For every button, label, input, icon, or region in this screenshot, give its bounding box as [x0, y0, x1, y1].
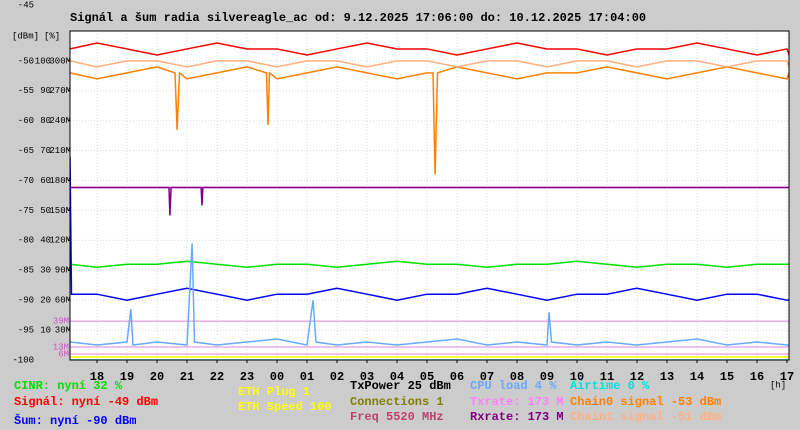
x-tick-label: 10: [570, 370, 584, 384]
y3-tick-label: 210M: [49, 146, 71, 156]
y-axis-label: [dBm]: [12, 31, 39, 41]
x-tick-label: 14: [690, 370, 704, 384]
rate-mark-label: 13M: [53, 342, 69, 352]
y2-axis-label: [%]: [44, 31, 60, 41]
y-tick-label: -85: [18, 266, 34, 276]
y3-tick-label: 300M: [49, 56, 71, 66]
x-tick-label: 16: [750, 370, 764, 384]
plot-frame: [69, 30, 790, 361]
x-tick-label: 07: [480, 370, 494, 384]
y2-tick-label: 40: [40, 236, 51, 246]
y3-tick-label: 90M: [55, 266, 71, 276]
legend-entry: TxPower 25 dBm: [350, 379, 451, 393]
rate-mark-label: 6M: [58, 349, 69, 359]
x-tick-label: 22: [210, 370, 224, 384]
series-line: [70, 42, 789, 56]
x-tick-label: 17: [780, 370, 794, 384]
y2-tick-label: 90: [40, 86, 51, 96]
y-tick-label: -50: [18, 56, 34, 66]
y3-tick-label: 120M: [49, 236, 71, 246]
series-line: [70, 186, 789, 216]
x-tick-label: 12: [630, 370, 644, 384]
y-tick-label: -55: [18, 86, 34, 96]
y-tick-label: -65: [18, 146, 34, 156]
grid: [68, 30, 789, 363]
y3-tick-label: 180M: [49, 176, 71, 186]
y3-tick-label: 150M: [49, 206, 71, 216]
series-line: [70, 243, 789, 346]
y2-tick-label: 60: [40, 176, 51, 186]
x-tick-label: 00: [270, 370, 284, 384]
y3-tick-label: 60M: [55, 296, 71, 306]
y-tick-label: -95: [18, 325, 34, 335]
y-tick-label: -80: [18, 236, 34, 246]
legend-entry: CINR: nyní 32 %: [14, 379, 123, 393]
x-tick-label: 20: [150, 370, 164, 384]
y-tick-label: -100: [12, 355, 34, 365]
legend-entry: Signál: nyní -49 dBm: [14, 395, 158, 409]
y2-tick-label: 30: [40, 266, 51, 276]
x-tick-label: 21: [180, 370, 194, 384]
x-axis-label: [h]: [770, 380, 786, 390]
x-tick-label: 05: [420, 370, 434, 384]
y3-tick-label: 270M: [49, 86, 71, 96]
series-line: [70, 60, 789, 68]
y2-tick-label: 20: [40, 296, 51, 306]
x-tick-label: 15: [720, 370, 734, 384]
series-line: [70, 156, 789, 301]
legend-entry: Rxrate: 173 M: [470, 410, 564, 424]
legend-entry: ETH Plug 1: [238, 385, 310, 399]
y2-tick-label: 50: [40, 206, 51, 216]
y-tick-label: -45: [18, 0, 34, 10]
legend-entry: Šum: nyní -90 dBm: [14, 413, 136, 428]
x-tick-label: 02: [330, 370, 344, 384]
rate-mark-label: 39M: [53, 316, 69, 326]
legend-entry: Txrate: 173 M: [470, 395, 564, 409]
x-tick-label: 09: [540, 370, 554, 384]
y-tick-label: -60: [18, 116, 34, 126]
y2-tick-label: 10: [40, 325, 51, 335]
legend-entry: Chain1 signal -51 dBm: [570, 410, 721, 424]
chart-title: Signál a šum radia silvereagle_ac od: 9.…: [70, 11, 646, 25]
x-tick-label: 18: [90, 370, 104, 384]
plot-area: [70, 31, 789, 360]
y-tick-label: -90: [18, 296, 34, 306]
legend-entry: Freq 5520 MHz: [350, 410, 444, 424]
x-tick-label: 04: [390, 370, 404, 384]
x-tick-label: 11: [600, 370, 614, 384]
y2-tick-label: 100: [35, 56, 51, 66]
x-tick-label: 01: [300, 370, 314, 384]
lines: [70, 42, 789, 360]
y3-tick-label: 30M: [55, 325, 71, 335]
legend-entry: Airtime 0 %: [570, 379, 650, 393]
x-tick-label: 13: [660, 370, 674, 384]
x-tick-label: 23: [240, 370, 254, 384]
y2-tick-label: 70: [40, 146, 51, 156]
legend-entry: Connections 1: [350, 395, 444, 409]
legend-entry: ETH Speed 100: [238, 400, 332, 414]
y2-tick-label: 80: [40, 116, 51, 126]
x-tick-label: 08: [510, 370, 524, 384]
x-tick-label: 03: [360, 370, 374, 384]
series-line: [70, 66, 789, 175]
legend-entry: Chain0 signal -53 dBm: [570, 395, 721, 409]
y-tick-label: -70: [18, 176, 34, 186]
y3-tick-label: 240M: [49, 116, 71, 126]
x-tick-label: 19: [120, 370, 134, 384]
legend-entry: CPU load 4 %: [470, 379, 557, 393]
y-tick-label: -75: [18, 206, 34, 216]
x-tick-label: 06: [450, 370, 464, 384]
